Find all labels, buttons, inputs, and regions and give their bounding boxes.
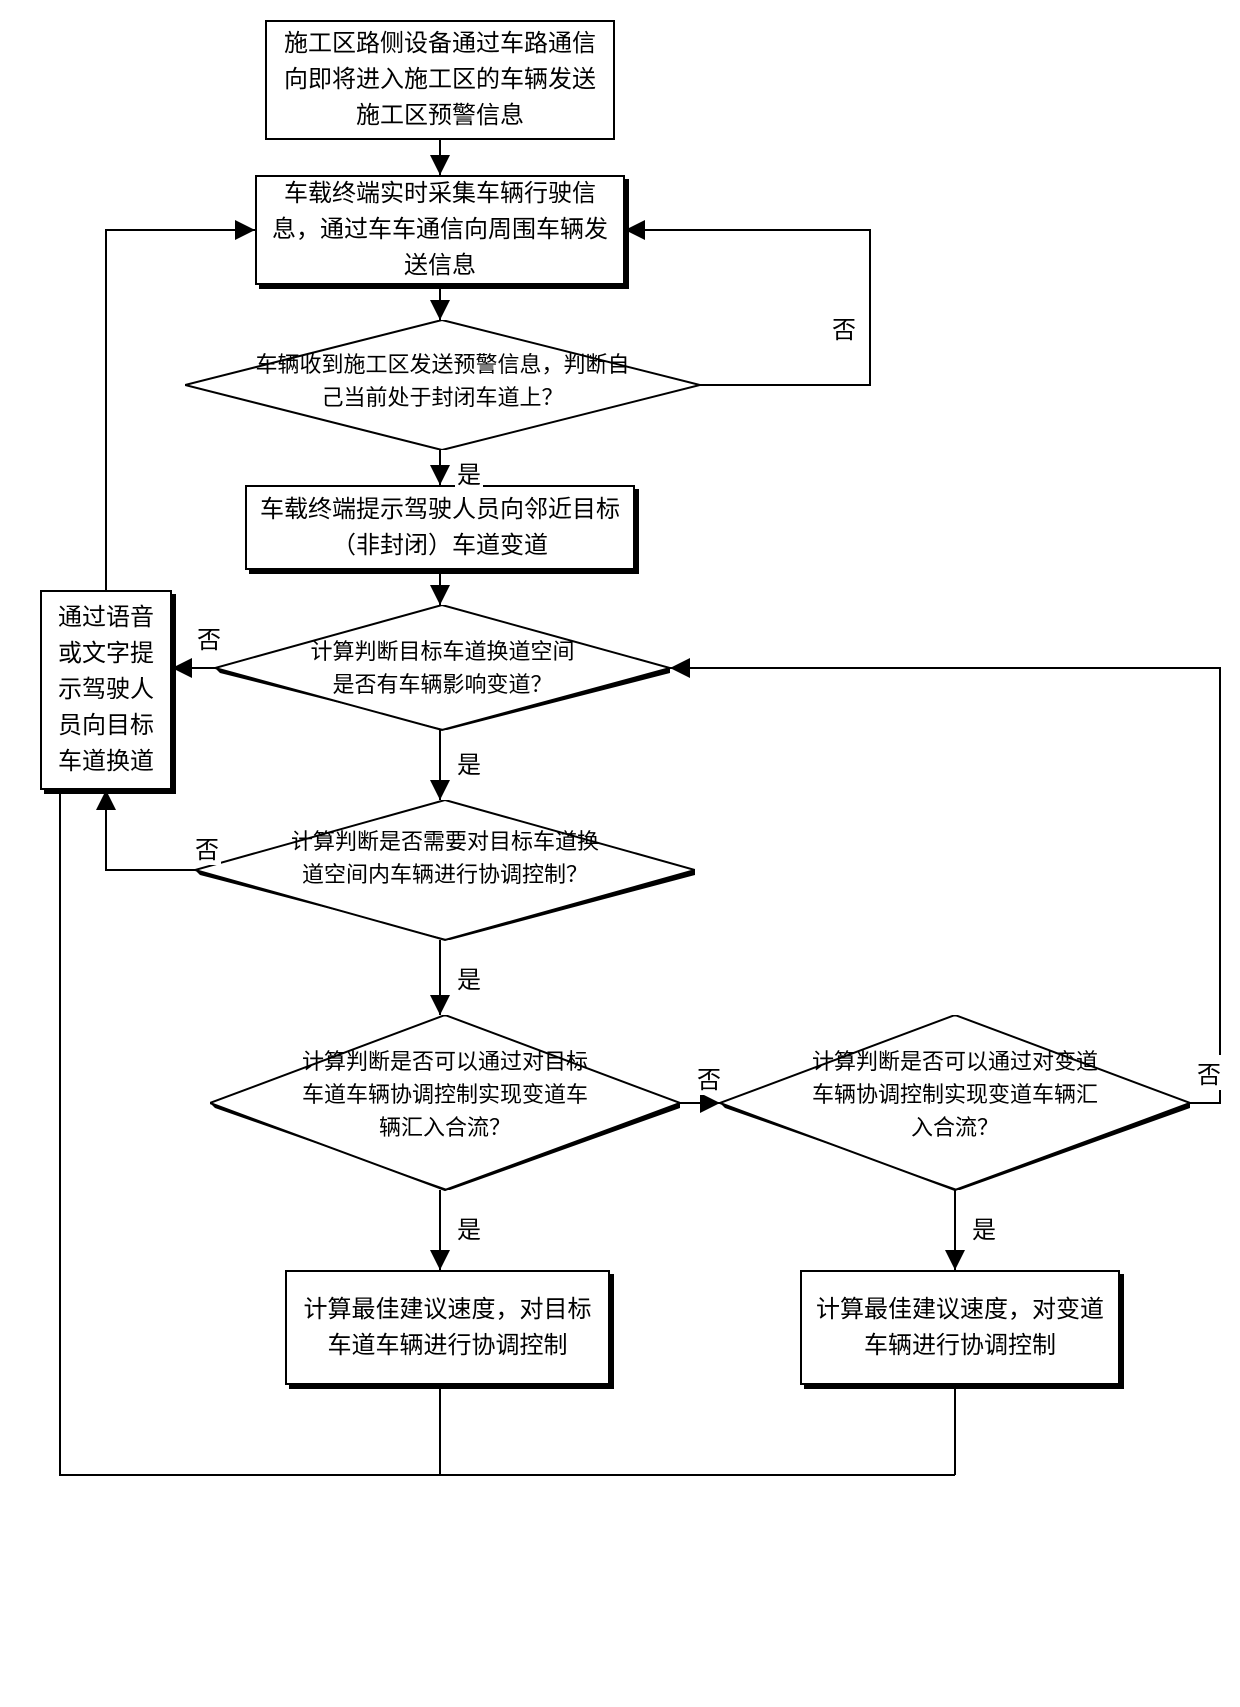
node-onboard-collect: 车载终端实时采集车辆行驶信息，通过车车通信向周围车辆发送信息 bbox=[255, 175, 625, 285]
label-d2-yes: 是 bbox=[455, 745, 483, 780]
label-d2-no: 否 bbox=[195, 620, 223, 655]
label-d3-yes: 是 bbox=[455, 960, 483, 995]
label-d1-yes: 是 bbox=[455, 455, 483, 490]
node-text: 计算最佳建议速度，对变道车辆进行协调控制 bbox=[814, 1292, 1106, 1364]
node-coord-target: 计算最佳建议速度，对目标车道车辆进行协调控制 bbox=[285, 1270, 610, 1385]
label-d1-no: 否 bbox=[830, 310, 858, 345]
node-coord-change: 计算最佳建议速度，对变道车辆进行协调控制 bbox=[800, 1270, 1120, 1385]
decision-text: 车辆收到施工区发送预警信息，判断自己当前处于封闭车道上？ bbox=[255, 352, 629, 410]
decision-text: 计算判断目标车道换道空间是否有车辆影响变道？ bbox=[310, 639, 574, 697]
node-text: 施工区路侧设备通过车路通信向即将进入施工区的车辆发送施工区预警信息 bbox=[279, 26, 601, 134]
label-d5-no: 否 bbox=[1195, 1055, 1223, 1090]
label-d4-yes: 是 bbox=[455, 1210, 483, 1245]
node-voice-prompt: 通过语音或文字提示驾驶人员向目标车道换道 bbox=[40, 590, 172, 790]
label-d3-no: 否 bbox=[193, 830, 221, 865]
decision-text: 计算判断是否可以通过对目标车道车辆协调控制实现变道车辆汇入合流？ bbox=[302, 1049, 588, 1140]
node-text: 通过语音或文字提示驾驶人员向目标车道换道 bbox=[50, 600, 162, 780]
decision-space-vehicle: 计算判断目标车道换道空间是否有车辆影响变道？ bbox=[215, 605, 670, 730]
decision-closed-lane: 车辆收到施工区发送预警信息，判断自己当前处于封闭车道上？ bbox=[185, 320, 700, 450]
decision-need-coord: 计算判断是否需要对目标车道换道空间内车辆进行协调控制？ bbox=[195, 800, 695, 940]
node-text: 车载终端实时采集车辆行驶信息，通过车车通信向周围车辆发送信息 bbox=[269, 176, 611, 284]
node-roadside-warning: 施工区路侧设备通过车路通信向即将进入施工区的车辆发送施工区预警信息 bbox=[265, 20, 615, 140]
decision-text: 计算判断是否需要对目标车道换道空间内车辆进行协调控制？ bbox=[291, 829, 599, 887]
decision-change-merge: 计算判断是否可以通过对变道车辆协调控制实现变道车辆汇入合流？ bbox=[720, 1015, 1190, 1190]
decision-target-merge: 计算判断是否可以通过对目标车道车辆协调控制实现变道车辆汇入合流？ bbox=[210, 1015, 680, 1190]
label-d4-no: 否 bbox=[695, 1060, 723, 1095]
node-text: 车载终端提示驾驶人员向邻近目标（非封闭）车道变道 bbox=[259, 492, 621, 564]
label-d5-yes: 是 bbox=[970, 1210, 998, 1245]
node-prompt-lanechange: 车载终端提示驾驶人员向邻近目标（非封闭）车道变道 bbox=[245, 485, 635, 570]
node-text: 计算最佳建议速度，对目标车道车辆进行协调控制 bbox=[299, 1292, 596, 1364]
decision-text: 计算判断是否可以通过对变道车辆协调控制实现变道车辆汇入合流？ bbox=[812, 1049, 1098, 1140]
